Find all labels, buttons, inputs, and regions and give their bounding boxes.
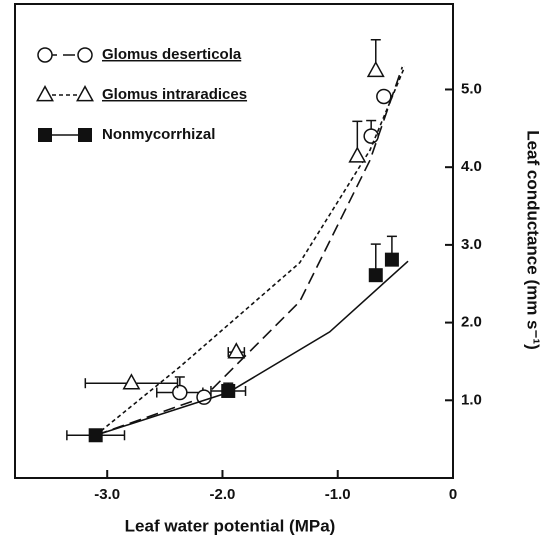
y-tick-label: 4.0 xyxy=(461,158,482,175)
legend-label: Glomus intraradices xyxy=(102,86,247,103)
marker xyxy=(363,128,379,144)
y-axis-label: Leaf conductance (mm s⁻¹) xyxy=(524,130,543,350)
y-tick-label: 5.0 xyxy=(461,80,482,97)
marker xyxy=(376,88,392,105)
x-tick-label: -2.0 xyxy=(210,486,236,503)
legend-label: Glomus deserticola xyxy=(102,46,242,63)
x-tick-label: -3.0 xyxy=(94,486,120,503)
marker xyxy=(122,373,141,390)
fit-curve xyxy=(95,260,409,437)
legend-label: Nonmycorrhizal xyxy=(102,126,215,143)
marker xyxy=(348,146,367,163)
marker xyxy=(227,342,246,359)
y-tick-label: 3.0 xyxy=(461,236,482,253)
legend-marker xyxy=(38,128,52,142)
x-tick-label: 0 xyxy=(449,486,457,503)
legend-marker xyxy=(37,47,53,63)
y-tick-label: 1.0 xyxy=(461,391,482,408)
x-axis-label: Leaf water potential (MPa) xyxy=(125,516,336,535)
fit-curve xyxy=(95,66,406,436)
marker xyxy=(384,252,399,267)
marker xyxy=(172,384,188,401)
legend-marker xyxy=(77,47,93,63)
legend-marker xyxy=(78,128,92,142)
fit-curve xyxy=(95,66,404,437)
marker xyxy=(366,60,385,78)
x-tick-label: -1.0 xyxy=(325,486,351,503)
marker xyxy=(221,383,236,398)
marker xyxy=(368,268,383,283)
y-tick-label: 2.0 xyxy=(461,314,482,331)
plot-frame xyxy=(14,3,454,479)
legend-marker xyxy=(36,85,54,102)
marker xyxy=(88,428,103,443)
legend-marker xyxy=(76,85,94,102)
